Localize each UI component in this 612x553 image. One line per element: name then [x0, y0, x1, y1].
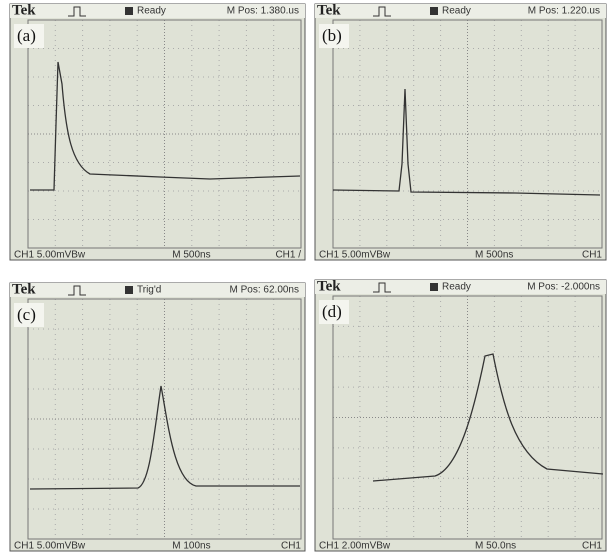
status-icon [430, 7, 438, 15]
status-icon [125, 7, 133, 15]
panel-label: (b) [322, 26, 342, 45]
timebase: M 50.0ns [475, 541, 516, 552]
trigger-source: CH1 [582, 541, 602, 552]
trigger-icon [68, 285, 86, 296]
label-bg [14, 24, 44, 48]
brand: Tek [12, 281, 36, 297]
scope-panel: Tek Trig'd M Pos: 62.00ns (c) CH1 5.00mVBw M … [9, 281, 306, 552]
screen [9, 282, 306, 552]
status-bar [315, 280, 606, 294]
status: Ready [442, 6, 471, 17]
brand: Tek [12, 2, 36, 18]
timebase: M 100ns [172, 541, 210, 552]
brand: Tek [317, 2, 341, 18]
position: M Pos: 1.220.us [528, 6, 600, 17]
status-bar [315, 4, 606, 18]
screen-border [27, 19, 302, 249]
label-bg [14, 303, 44, 327]
position: M Pos: -2.000ns [527, 282, 600, 293]
status: Ready [137, 6, 166, 17]
scope-panel: Tek Ready M Pos: -2.000ns (d) CH1 2.00mVBw M … [314, 278, 607, 552]
status-bar [10, 283, 305, 297]
screen-border [332, 19, 603, 249]
status-icon [430, 283, 438, 291]
channel-scale: CH1 5.00mVBw [319, 250, 391, 261]
waveform [332, 88, 601, 196]
trigger-icon [373, 6, 391, 17]
trigger-icon [68, 6, 86, 17]
scope-panel: Tek Ready M Pos: 1.380.us (a) CH1 5.00mVBw M … [9, 2, 306, 261]
panel-label: (c) [17, 305, 36, 324]
waveform [30, 61, 301, 191]
label-bg [319, 24, 349, 48]
screen [314, 279, 607, 552]
position: M Pos: 62.00ns [230, 285, 299, 296]
status: Trig'd [137, 285, 161, 296]
label-bg [319, 300, 349, 324]
position: M Pos: 1.380.us [227, 6, 299, 17]
panel-label: (a) [17, 26, 36, 45]
status: Ready [442, 282, 471, 293]
status-icon [125, 286, 133, 294]
panel-label: (d) [322, 302, 342, 321]
screen [314, 3, 607, 261]
timebase: M 500ns [172, 250, 210, 261]
waveform [29, 385, 300, 490]
channel-scale: CH1 5.00mVBw [14, 541, 86, 552]
channel-scale: CH1 5.00mVBw [14, 250, 86, 261]
trigger-source: CH1 / [275, 250, 301, 261]
trigger-source: CH1 [582, 250, 602, 261]
screen-border [27, 298, 302, 540]
status-bar [10, 4, 305, 18]
channel-scale: CH1 2.00mVBw [319, 541, 391, 552]
trigger-icon [373, 282, 391, 293]
screen-border [332, 295, 603, 540]
scope-panel: Tek Ready M Pos: 1.220.us (b) CH1 5.00mVBw M … [314, 2, 607, 261]
brand: Tek [317, 278, 341, 294]
waveform [372, 353, 604, 482]
timebase: M 500ns [475, 250, 513, 261]
trigger-source: CH1 [281, 541, 301, 552]
screen [9, 3, 306, 261]
